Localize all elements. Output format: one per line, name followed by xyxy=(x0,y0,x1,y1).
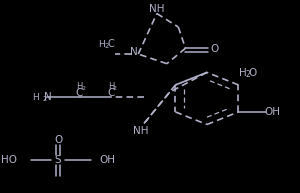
Text: H: H xyxy=(98,40,104,49)
Text: H: H xyxy=(32,93,38,102)
Text: 2: 2 xyxy=(245,70,250,79)
Text: C: C xyxy=(76,88,83,98)
Text: C: C xyxy=(108,39,114,49)
Text: 2: 2 xyxy=(104,43,109,49)
Text: N: N xyxy=(130,47,138,57)
Text: C: C xyxy=(107,88,115,98)
Text: OH: OH xyxy=(100,155,116,165)
Text: N: N xyxy=(44,92,52,102)
Text: 2: 2 xyxy=(113,86,117,91)
Text: H: H xyxy=(76,82,83,91)
Text: S: S xyxy=(55,155,62,165)
Text: 2: 2 xyxy=(42,96,46,102)
Text: OH: OH xyxy=(265,107,281,117)
Text: O: O xyxy=(211,44,219,54)
Text: O: O xyxy=(54,135,62,145)
Text: HO: HO xyxy=(1,155,16,165)
Text: O: O xyxy=(248,68,256,78)
Text: H: H xyxy=(108,82,114,91)
Text: 2: 2 xyxy=(81,86,85,91)
Text: H: H xyxy=(239,68,247,78)
Text: NH: NH xyxy=(133,126,149,136)
Text: NH: NH xyxy=(149,4,165,14)
